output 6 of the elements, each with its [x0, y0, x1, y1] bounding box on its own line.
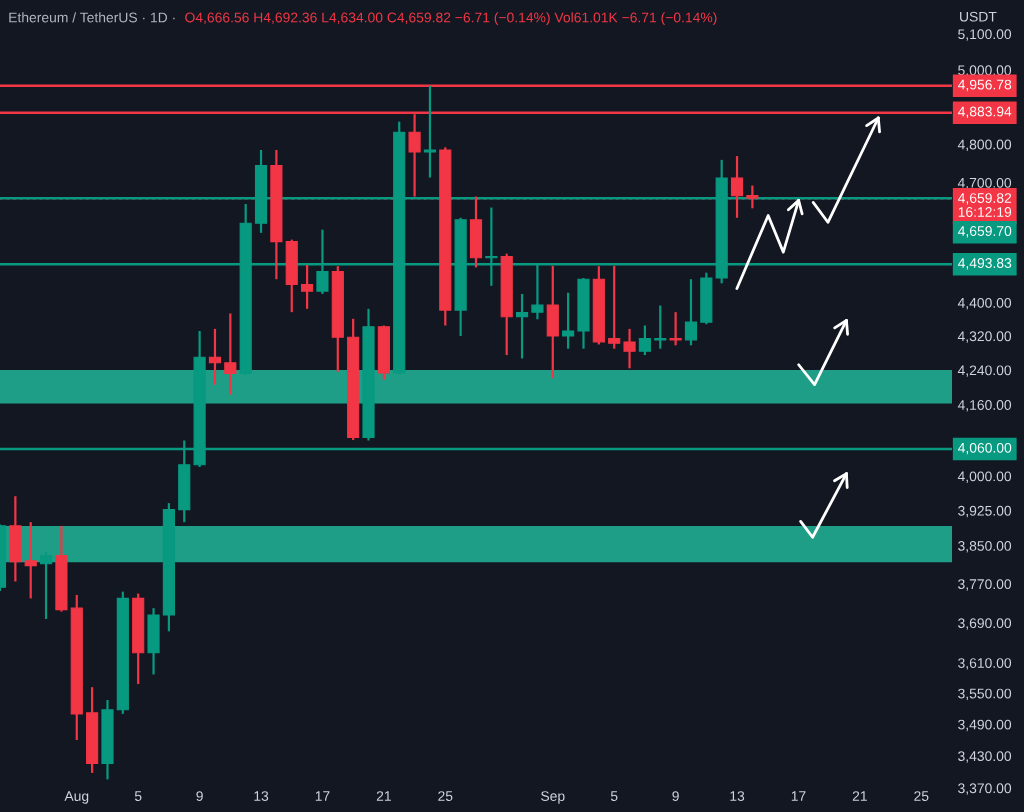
candlestick — [377, 324, 390, 381]
candlestick — [423, 84, 437, 179]
candlestick — [669, 311, 682, 347]
candlestick — [546, 264, 559, 380]
candlestick — [39, 551, 53, 621]
candlestick — [469, 195, 483, 269]
